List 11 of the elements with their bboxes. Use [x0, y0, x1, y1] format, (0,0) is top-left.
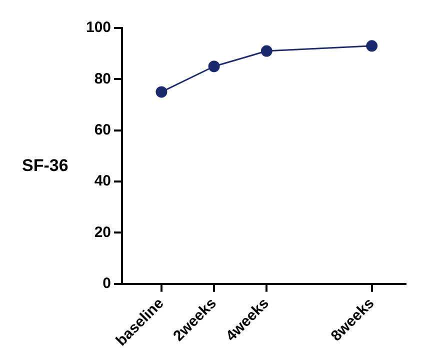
- point: [156, 86, 168, 98]
- y-tick-label: 0: [102, 274, 112, 292]
- point: [260, 45, 272, 57]
- y-tick-label: 100: [86, 19, 112, 36]
- y-axis-title: SF-36: [22, 156, 68, 176]
- y-tick-label: 20: [94, 224, 112, 241]
- y-tick-label: 60: [94, 121, 112, 138]
- y-tick-label: 40: [94, 172, 112, 190]
- point: [208, 60, 220, 72]
- y-tick-label: 80: [94, 70, 112, 88]
- point: [366, 40, 378, 52]
